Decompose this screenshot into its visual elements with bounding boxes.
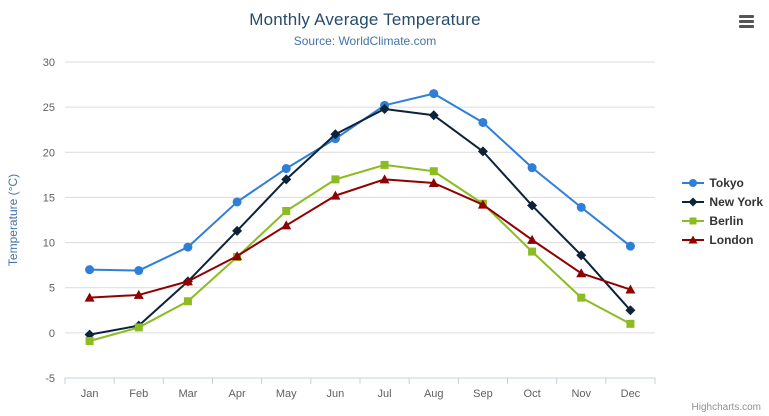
legend-label: Berlin (709, 214, 744, 228)
data-point-marker (428, 110, 439, 121)
data-point-marker (477, 199, 488, 209)
data-point-marker (477, 146, 488, 157)
data-point-marker (625, 305, 636, 316)
data-point-marker (330, 190, 341, 200)
x-axis-tick-label: Nov (571, 388, 591, 400)
data-point-marker (232, 251, 243, 261)
data-point-marker (133, 289, 144, 299)
x-axis-tick-label: Aug (424, 388, 444, 400)
legend-label: New York (709, 195, 763, 209)
y-axis-tick-label: -5 (45, 373, 55, 385)
data-point-marker (478, 117, 488, 127)
data-point-marker (182, 276, 193, 286)
y-axis-title: Temperature (°C) (6, 174, 20, 266)
data-point-marker (576, 250, 587, 261)
x-axis: Jan Feb Mar Apr May Jun Jul Aug Sep Oct Nov Dec (64, 377, 656, 400)
x-axis-tick-label: Oct (524, 388, 541, 400)
y-axis-tick-label: 5 (49, 283, 55, 295)
data-point-marker (428, 177, 439, 187)
legend-item-tokyo[interactable]: Tokyo (682, 176, 763, 190)
x-axis-tick-label: Mar (178, 388, 197, 400)
data-point-marker (625, 284, 636, 294)
hamburger-icon (738, 19, 754, 23)
series-tokyo-line (88, 92, 632, 272)
data-point-marker (527, 234, 538, 244)
data-point-marker (84, 292, 95, 302)
chart-subtitle: Source: WorldClimate.com (293, 34, 437, 48)
x-axis-tick-label: Feb (129, 388, 148, 400)
data-point-marker (576, 202, 586, 212)
credits-link[interactable]: Highcharts.com (691, 402, 761, 413)
series-berlin-line (88, 163, 632, 342)
y-axis-tick-label: 0 (49, 328, 55, 340)
data-point-marker (85, 265, 95, 275)
x-axis-tick-label: Jun (327, 388, 345, 400)
legend-item-new-york[interactable]: New York (682, 195, 763, 209)
data-point-marker (527, 200, 538, 211)
x-axis-tick-label: Jul (378, 388, 392, 400)
data-point-marker (183, 242, 193, 252)
data-point-marker (183, 297, 192, 306)
data-point-marker (281, 220, 292, 230)
x-axis-tick-label: May (276, 388, 297, 400)
y-axis-tick-label: 10 (43, 238, 55, 250)
series-london[interactable] (84, 174, 636, 302)
data-point-marker (281, 164, 291, 174)
data-point-marker (527, 163, 537, 173)
hamburger-icon (738, 14, 754, 18)
data-point-marker (232, 225, 243, 236)
series-new-york[interactable] (84, 103, 636, 340)
y-axis-tick-label: 25 (43, 102, 55, 114)
data-point-marker (576, 268, 587, 278)
series-london-line (88, 178, 632, 299)
data-point-marker (134, 266, 144, 276)
data-point-marker (232, 197, 242, 207)
data-point-marker (379, 103, 390, 114)
y-axis-tick-label: 30 (43, 57, 55, 69)
data-point-marker (281, 174, 292, 185)
gridlines (65, 61, 655, 379)
y-axis-labels: -5 0 5 10 15 20 25 30 (43, 57, 55, 385)
data-point-marker (282, 206, 291, 215)
data-point-marker (134, 323, 143, 332)
legend-label: London (709, 233, 754, 247)
data-point-marker (330, 129, 341, 140)
x-axis-tick-label: Sep (473, 388, 493, 400)
x-axis-tick-label: Apr (229, 388, 246, 400)
legend-label: Tokyo (709, 176, 744, 190)
data-point-marker (85, 336, 94, 345)
triangle-legend-marker-icon (682, 235, 705, 244)
chart-title: Monthly Average Temperature (249, 10, 481, 29)
square-legend-marker-icon (682, 217, 705, 225)
data-point-marker (528, 247, 537, 256)
x-axis-tick-label: Dec (621, 388, 641, 400)
data-point-marker (379, 174, 390, 184)
series-new-york-line (88, 107, 632, 336)
legend: Tokyo New York Berlin London (682, 176, 763, 247)
data-point-marker (429, 89, 439, 99)
circle-legend-marker-icon (682, 179, 705, 187)
data-point-marker (625, 241, 635, 251)
y-axis-tick-label: 20 (43, 147, 55, 159)
hamburger-icon (738, 24, 754, 28)
legend-item-berlin[interactable]: Berlin (682, 214, 763, 228)
data-point-marker (429, 167, 438, 176)
data-point-marker (380, 160, 389, 169)
diamond-legend-marker-icon (682, 197, 705, 207)
export-menu-button[interactable] (733, 10, 759, 32)
data-point-marker (577, 293, 586, 302)
series-tokyo[interactable] (85, 89, 635, 276)
x-axis-tick-label: Jan (81, 388, 99, 400)
y-axis-tick-label: 15 (43, 192, 55, 204)
data-point-marker (331, 175, 340, 184)
data-point-marker (626, 319, 635, 328)
legend-item-london[interactable]: London (682, 233, 763, 247)
